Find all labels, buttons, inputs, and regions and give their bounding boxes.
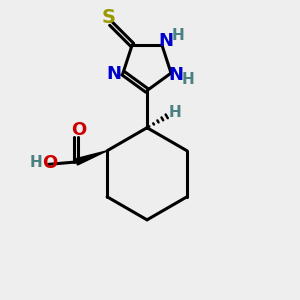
Text: H: H xyxy=(172,28,184,43)
Text: N: N xyxy=(158,32,173,50)
Text: O: O xyxy=(71,121,86,139)
Text: N: N xyxy=(106,65,121,83)
Text: O: O xyxy=(42,154,57,172)
Polygon shape xyxy=(75,151,107,165)
Text: H: H xyxy=(29,155,42,170)
Text: H: H xyxy=(169,105,181,120)
Text: S: S xyxy=(102,8,116,27)
Text: H: H xyxy=(182,72,195,87)
Text: N: N xyxy=(168,66,183,84)
